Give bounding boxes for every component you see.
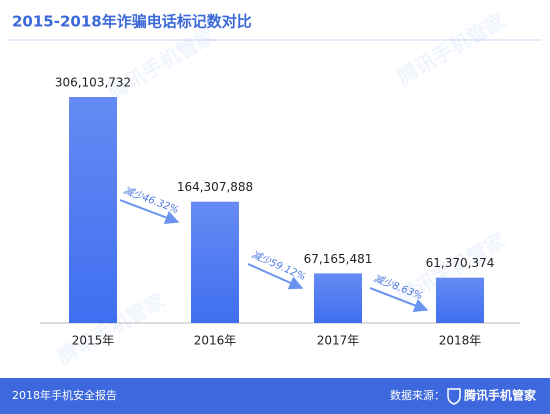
chart-title: 2015-2018年诈骗电话标记数对比 <box>12 13 252 31</box>
bar <box>314 273 362 323</box>
value-label: 164,307,888 <box>177 180 253 194</box>
footer-source-label: 数据来源： <box>390 388 445 402</box>
trend-arrow <box>247 263 304 290</box>
footer-left: 2018年手机安全报告 <box>12 388 117 402</box>
x-tick-label: 2016年 <box>194 334 237 348</box>
x-tick-label: 2017年 <box>317 334 360 348</box>
footer-source: 腾讯手机管家 <box>463 388 537 403</box>
value-label: 67,165,481 <box>304 252 373 266</box>
value-label: 61,370,374 <box>426 256 495 270</box>
logo-icon <box>447 388 461 405</box>
x-tick-label: 2018年 <box>439 334 482 348</box>
bar <box>69 97 117 323</box>
footer-bar <box>0 378 550 414</box>
trend-arrow <box>119 199 180 225</box>
value-label: 306,103,732 <box>55 76 131 90</box>
x-tick-label: 2015年 <box>72 334 115 348</box>
trend-arrow <box>369 287 429 312</box>
bar <box>191 201 239 323</box>
bar <box>436 277 484 323</box>
